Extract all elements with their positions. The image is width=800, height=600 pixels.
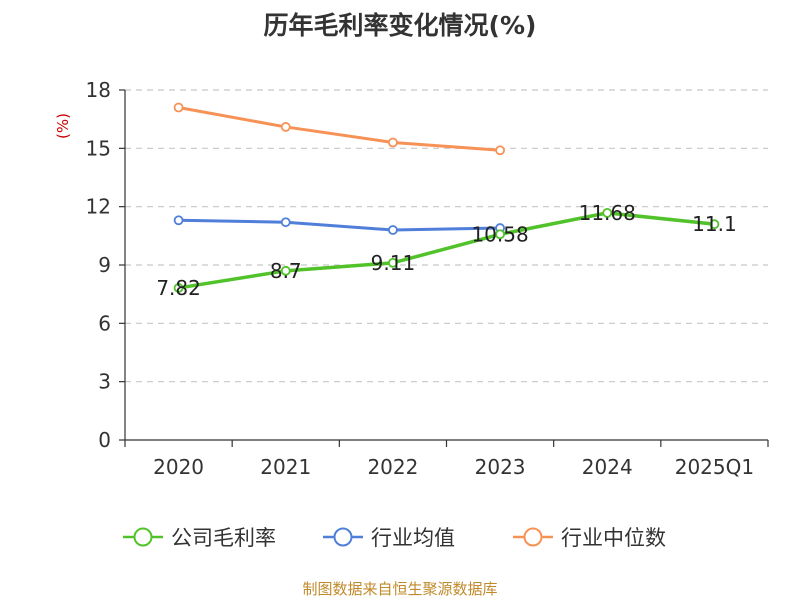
data-point [495, 229, 505, 240]
data-point [173, 283, 184, 293]
data-point [173, 215, 184, 226]
x-tick-label: 2021 [260, 455, 311, 479]
data-point [388, 137, 398, 148]
data-point [602, 207, 613, 218]
series-line-1 [178, 218, 501, 232]
y-axis-unit: (%) [54, 113, 72, 139]
data-point [173, 102, 184, 113]
x-tick-label: 2022 [367, 455, 418, 479]
axes: 0 3 6 9 12 15 18 2020 2021 2022 2023 2024 2025Q1 [86, 78, 769, 479]
x-tick-label: 2024 [582, 455, 633, 479]
series-line-2 [178, 106, 501, 152]
data-point [495, 145, 505, 156]
data-labels: 7.82 8.7 9.11 10.58 11.68 11.1 [156, 201, 736, 300]
data-label: 10.58 [471, 222, 528, 246]
legend-label: 公司毛利率 [171, 526, 276, 550]
grid-lines [125, 89, 768, 383]
source-note: 制图数据来自恒生聚源数据库 [302, 580, 497, 598]
data-label: 11.68 [579, 201, 636, 225]
chart-title: 历年毛利率变化情况(%) [264, 11, 537, 40]
y-tick-label: 9 [98, 253, 111, 277]
y-tick-label: 3 [98, 370, 111, 394]
data-point [388, 225, 398, 235]
data-point [280, 265, 291, 276]
legend: 公司毛利率 行业均值 行业中位数 [123, 526, 666, 550]
legend-label: 行业均值 [371, 526, 455, 550]
legend-label: 行业中位数 [561, 526, 666, 550]
data-point [388, 257, 398, 268]
legend-marker [523, 527, 543, 547]
data-label: 11.1 [692, 212, 737, 236]
y-tick-label: 0 [98, 428, 111, 452]
data-label: 8.7 [270, 259, 302, 283]
y-tick-label: 6 [98, 311, 111, 335]
data-label: 9.11 [371, 251, 416, 275]
y-tick-label: 15 [86, 136, 111, 160]
data-point [280, 122, 291, 132]
x-tick-label: 2020 [153, 455, 204, 479]
data-point [709, 219, 720, 230]
x-tick-label: 2023 [475, 455, 526, 479]
legend-marker [133, 527, 153, 547]
series-line-0 [178, 211, 715, 290]
legend-marker [333, 527, 353, 547]
data-point [280, 217, 291, 228]
data-label: 7.82 [156, 276, 201, 300]
x-tick-label: 2025Q1 [675, 455, 754, 479]
y-tick-label: 12 [86, 195, 111, 219]
y-tick-label: 18 [86, 78, 111, 102]
series-lines [173, 102, 720, 293]
